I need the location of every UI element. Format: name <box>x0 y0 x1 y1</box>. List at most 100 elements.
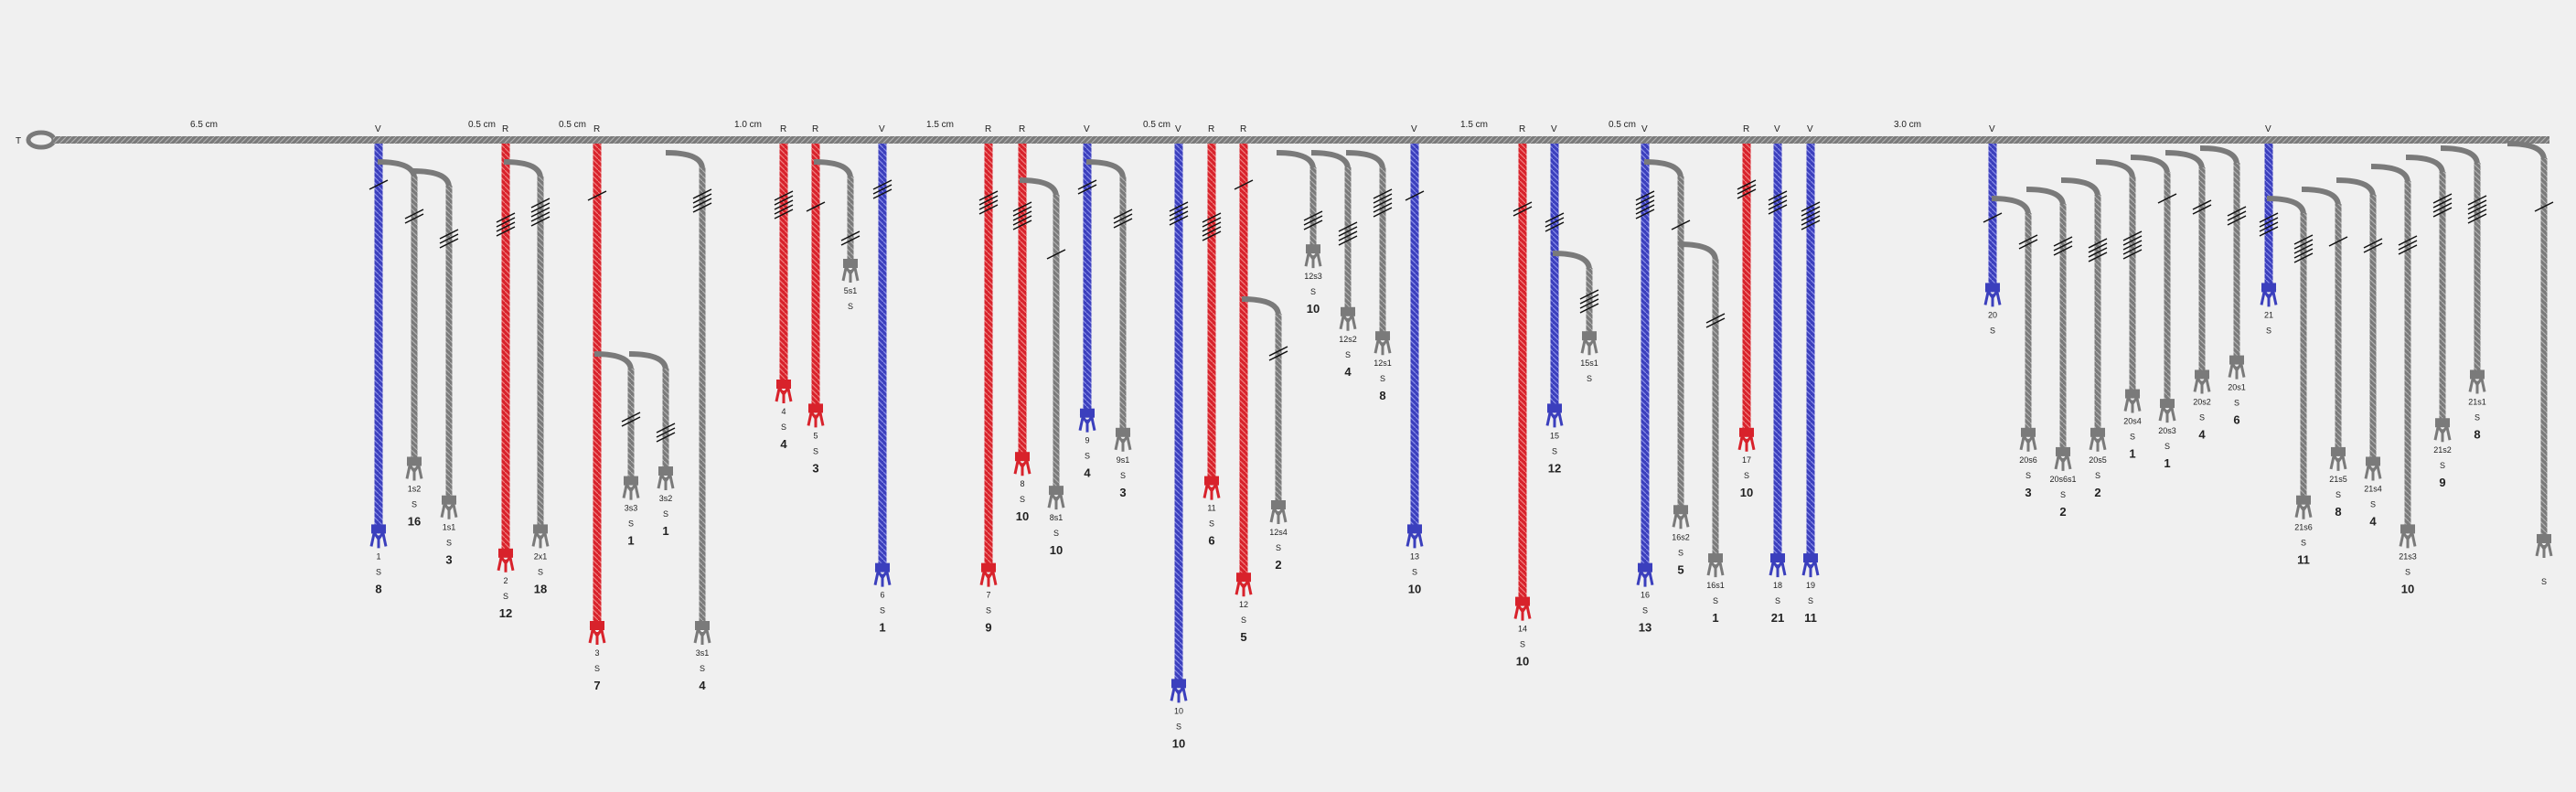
cord-knot-end <box>442 495 456 505</box>
cord-number-label: 19 <box>1806 581 1815 590</box>
cord-value-label: 10 <box>1016 509 1029 523</box>
cord-c8s1: 8s1 S 10 <box>1019 177 1066 557</box>
cord-c20s1: 20s1 S 6 <box>2199 145 2247 427</box>
cord-knot-end <box>533 524 548 534</box>
cord-value-label: 4 <box>1344 365 1352 379</box>
cord-tassel <box>693 626 711 645</box>
knot-mark <box>1635 209 1655 219</box>
cord-value-label: 10 <box>1740 486 1753 499</box>
cord-tassel <box>2123 393 2142 413</box>
cord-connector <box>2370 164 2410 184</box>
cord-c4: R 4 S 4 <box>774 124 794 451</box>
cord-tassel <box>1374 336 1392 356</box>
cord-value-label: 3 <box>2025 486 2031 499</box>
cord-c3s2: 3s2 S 1 <box>628 351 676 538</box>
cord-knot-end <box>2021 427 2036 437</box>
knot-mark <box>1338 226 1358 237</box>
knot-mark <box>1768 199 1788 210</box>
knot-mark <box>1635 204 1655 215</box>
knot-mark <box>1545 221 1565 232</box>
knot-mark <box>656 432 676 443</box>
cord-spin-label: S <box>1241 615 1246 625</box>
cord-c9s1: 9s1 S 3 <box>1085 159 1133 499</box>
cord-body <box>374 144 383 530</box>
cord-number-label: 3s2 <box>659 494 673 503</box>
cord-spin-label: S <box>1120 471 1126 480</box>
cord-knot-end <box>2160 399 2175 409</box>
cord-c12s2: 12s2 S 4 <box>1310 150 1358 379</box>
knot-mark <box>2227 206 2247 217</box>
cord-value-label: 10 <box>1307 302 1320 316</box>
cord-c20s5: 20s5 S 2 <box>2060 177 2108 499</box>
cord-body <box>1174 144 1183 685</box>
knot-mark <box>1801 219 1821 230</box>
knot-mark <box>1512 201 1533 212</box>
cord-body <box>411 177 418 463</box>
knot-mark <box>2432 198 2453 209</box>
knot-mark <box>1635 199 1655 210</box>
cord-connector <box>2507 141 2547 161</box>
cord-spin-label: S <box>1412 567 1417 576</box>
cord-spin-label: S <box>2541 577 2547 586</box>
cord-knot-end <box>1171 679 1186 689</box>
cord-spin-label: S <box>2440 461 2445 470</box>
cord-spin-label: S <box>880 606 885 615</box>
cord-body <box>847 177 854 264</box>
cord-value-label: 12 <box>499 606 512 620</box>
cord-body <box>2300 213 2307 501</box>
cord-knot-end <box>1080 408 1095 418</box>
cord-number-label: 16s1 <box>1706 581 1725 590</box>
knot-mark <box>692 198 712 209</box>
knot-mark <box>2018 234 2038 245</box>
cord-body <box>1677 177 1684 511</box>
cord-number-label: 15s1 <box>1580 359 1598 368</box>
cord-number-label: 21s5 <box>2329 475 2347 484</box>
cord-top-label: R <box>502 124 508 134</box>
knot-mark <box>1046 249 1066 260</box>
cord-value-label: 1 <box>1712 611 1718 625</box>
cord-connector <box>628 351 668 371</box>
cord-spin-label: S <box>2234 399 2239 408</box>
cord-knot-end <box>2296 495 2311 505</box>
cord-connector <box>2095 159 2135 179</box>
cord-c19: V 19 S 11 <box>1801 124 1821 625</box>
cord-value-label: 4 <box>2369 514 2377 528</box>
knot-mark <box>1077 179 1097 190</box>
cord-spin-label: S <box>1310 287 1316 296</box>
knot-mark <box>496 226 516 237</box>
cord-c12s1: 12s1 S 8 <box>1345 150 1393 402</box>
cord-value-label: 13 <box>1639 621 1651 635</box>
knot-mark <box>2088 238 2108 249</box>
cord-body <box>1207 144 1216 482</box>
cord-tassel <box>807 408 825 428</box>
cord-knot-end <box>1015 452 1030 462</box>
cord-knot-end <box>2331 446 2346 456</box>
cord-value-label: 8 <box>2474 427 2480 441</box>
cord-connector <box>2199 145 2239 166</box>
knot-mark <box>1169 206 1189 217</box>
cord-number-label: 18 <box>1773 581 1782 590</box>
cord-tassel <box>369 529 388 549</box>
cord-c17: R 17 S 10 <box>1737 124 1757 499</box>
cord-tassel <box>2294 499 2313 519</box>
cord-tassel <box>497 552 515 573</box>
knot-mark <box>2122 230 2143 241</box>
cord-tassel <box>657 471 675 491</box>
cord-value-label: 8 <box>375 582 381 595</box>
knot-mark <box>1338 235 1358 246</box>
cord-body <box>2540 158 2548 540</box>
spacing-label: 1.0 cm <box>734 120 762 130</box>
cord-value-label: 3 <box>1119 486 1126 499</box>
cord-knot-end <box>1638 562 1652 573</box>
cord-c1: V 1 S 8 <box>369 124 389 595</box>
cord-top-label: V <box>1551 124 1557 134</box>
cord-body <box>1550 144 1559 410</box>
knot-mark <box>2293 239 2314 250</box>
cord-value-label: 4 <box>780 437 787 451</box>
cord-c15s1: 15s1 S <box>1552 251 1599 383</box>
cord-body <box>2164 172 2171 405</box>
cord-c5: R 5 S 3 <box>806 124 826 475</box>
knot-mark <box>1768 195 1788 206</box>
knot-mark <box>2293 234 2314 245</box>
